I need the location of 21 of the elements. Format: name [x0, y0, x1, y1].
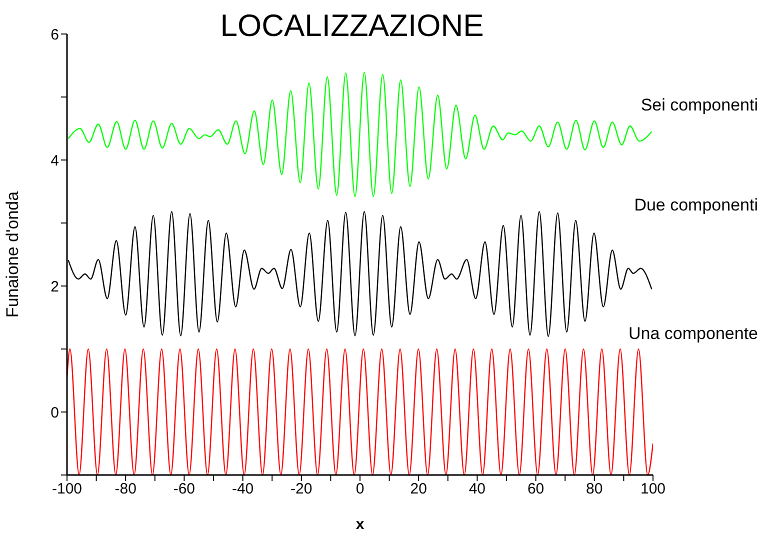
y-axis-title: Funaione d'onda — [3, 190, 22, 318]
y-tick-label: 4 — [50, 152, 59, 170]
x-tick-label: 40 — [468, 480, 486, 498]
y-tick-label: 0 — [50, 404, 59, 422]
x-tick-label: 100 — [640, 480, 666, 498]
x-tick-label: -20 — [290, 480, 312, 498]
x-tick-label: -100 — [52, 480, 82, 498]
x-tick-label: 80 — [586, 480, 603, 498]
chart-title: LOCALIZZAZIONE — [219, 8, 485, 44]
x-tick-label: 60 — [527, 480, 544, 498]
x-tick-label: -40 — [232, 480, 254, 498]
x-tick-label: -80 — [114, 480, 136, 498]
y-tick-label: 6 — [50, 26, 59, 44]
x-tick-label: 20 — [410, 480, 427, 498]
text: Due componenti — [634, 196, 758, 215]
series-label: Una componente — [628, 324, 758, 344]
series-label: Sei componenti — [640, 95, 758, 114]
x-tick-label: 0 — [356, 480, 364, 498]
y-tick-label: 2 — [50, 278, 59, 296]
x-axis-title: x — [356, 516, 365, 533]
x-tick-label: -60 — [173, 480, 196, 498]
